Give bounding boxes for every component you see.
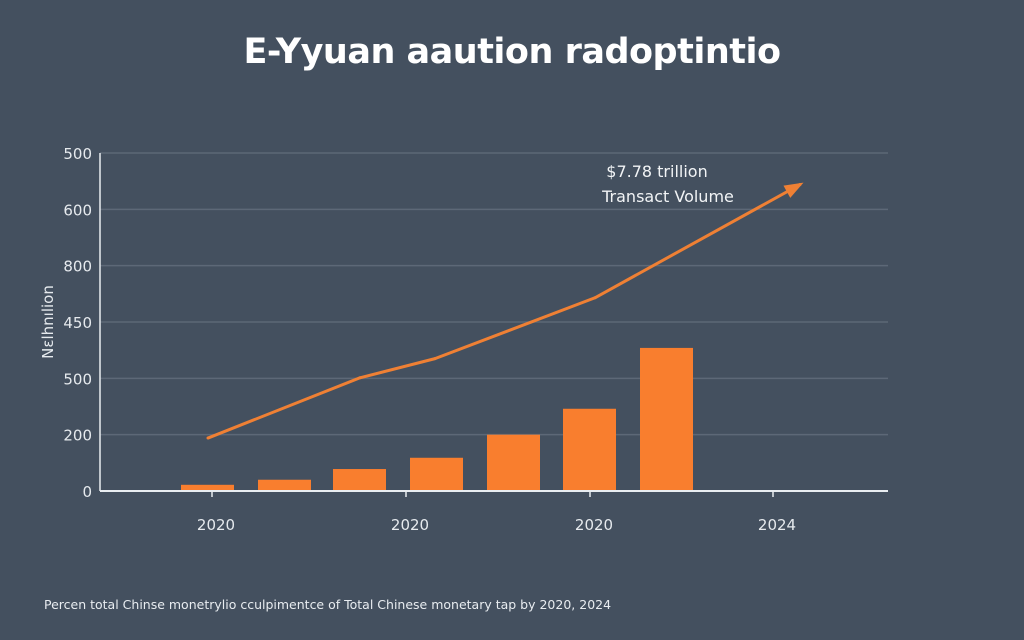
line-point — [433, 357, 437, 361]
y-tick-label: 200 — [63, 427, 92, 445]
x-tick-label: 2020 — [197, 516, 235, 534]
bar — [640, 347, 693, 491]
bar — [181, 484, 234, 491]
bar — [487, 434, 540, 491]
y-tick-label: 500 — [63, 370, 92, 388]
bar — [410, 457, 463, 491]
y-tick-label: 450 — [63, 314, 92, 332]
line-point — [206, 436, 210, 440]
x-tick-label: 2020 — [391, 516, 429, 534]
y-axis-label: Nɛlhnılion — [39, 285, 57, 359]
y-tick-label: 800 — [63, 258, 92, 276]
line-point — [358, 376, 362, 380]
x-tick-label: 2020 — [575, 516, 613, 534]
y-tick-label: 600 — [63, 201, 92, 219]
x-tick-label: 2024 — [758, 516, 796, 534]
bar — [258, 479, 311, 491]
bar — [563, 408, 616, 491]
y-tick-label: 0 — [82, 483, 92, 501]
chart-title: E-Yyuan aaution radoptintio — [243, 32, 781, 72]
y-tick-label: 500 — [63, 145, 92, 163]
annotation-label: Transact Volume — [601, 187, 734, 206]
annotation-value: $7.78 trillion — [606, 162, 707, 181]
trend-line — [207, 183, 801, 440]
chart-caption: Percen total Chinse monetrylio cculpimen… — [44, 597, 612, 612]
bar — [333, 469, 386, 491]
arrowhead-icon — [783, 182, 804, 198]
line-point — [593, 296, 597, 300]
